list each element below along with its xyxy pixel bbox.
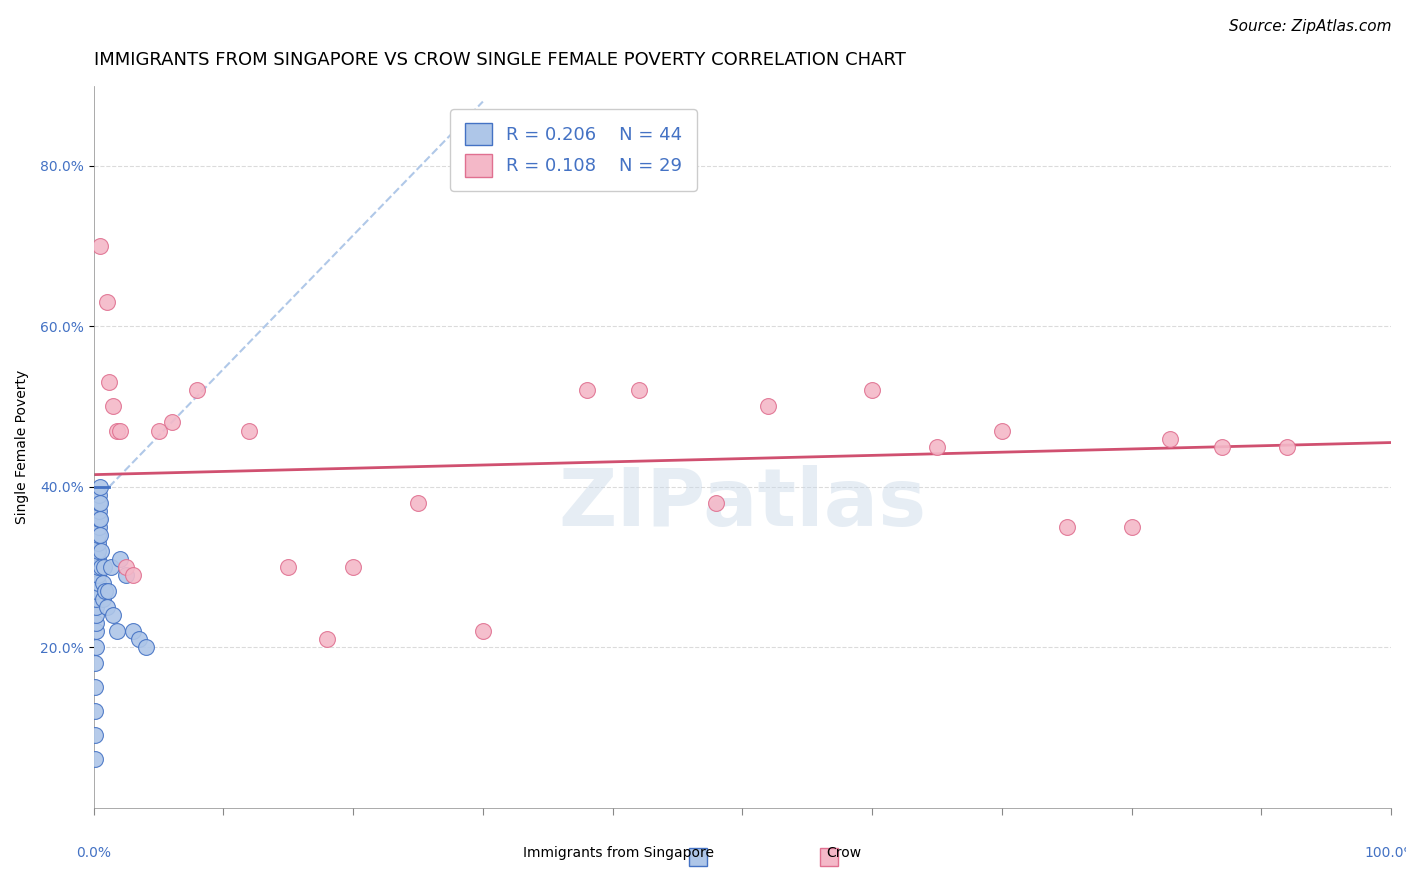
Point [84,680,107,694]
Text: Source: ZipAtlas.com: Source: ZipAtlas.com [1229,20,1392,34]
Point [86,528,108,542]
Point [105,424,128,438]
Point [86,576,108,591]
Point [115,560,138,574]
Point [101,400,124,414]
Text: Crow: Crow [827,846,862,860]
Point [128,632,150,647]
Point [84,592,107,607]
Point [1211,440,1233,454]
Point [121,624,143,639]
Point [991,424,1014,438]
Point [627,384,650,398]
Point [148,424,170,438]
Point [89,496,111,510]
Point [860,384,883,398]
Point [84,640,107,655]
Point [1277,440,1299,454]
Point [100,560,122,574]
Point [86,560,108,574]
Point [105,624,128,639]
Point [238,424,260,438]
Point [277,560,299,574]
Point [91,576,114,591]
Point [84,616,107,631]
Point [87,520,110,534]
Point [97,584,120,599]
Point [91,592,114,607]
Point [87,504,110,518]
Point [86,544,108,558]
Point [89,239,111,253]
Point [108,552,131,566]
Point [84,752,107,766]
Point [84,728,107,742]
Point [756,400,779,414]
Point [90,544,112,558]
Point [115,568,138,582]
Point [90,560,112,574]
Point [94,584,117,599]
Point [108,424,131,438]
Point [575,384,598,398]
Point [1121,520,1143,534]
Point [86,552,108,566]
Point [101,608,124,623]
Point [84,704,107,718]
Point [706,496,728,510]
Point [186,384,208,398]
Point [87,512,110,526]
Point [1159,432,1181,446]
Text: ZIPatlas: ZIPatlas [558,466,927,543]
Point [96,600,118,615]
Point [84,584,107,599]
Point [86,568,108,582]
Point [316,632,339,647]
Point [89,528,111,542]
Point [84,600,107,615]
Point [135,640,157,655]
Point [98,376,121,390]
Point [86,536,108,550]
Text: 100.0%: 100.0% [1365,846,1406,860]
Point [342,560,364,574]
Point [87,496,110,510]
Legend: R = 0.206    N = 44, R = 0.108    N = 29: R = 0.206 N = 44, R = 0.108 N = 29 [450,109,697,191]
Point [925,440,948,454]
Point [89,512,111,526]
Point [84,656,107,670]
Point [1056,520,1078,534]
Point [160,416,183,430]
Point [84,608,107,623]
Point [84,624,107,639]
Point [406,496,429,510]
Point [89,480,111,494]
Text: Immigrants from Singapore: Immigrants from Singapore [523,846,714,860]
Point [93,560,115,574]
Point [87,488,110,502]
Point [121,568,143,582]
Y-axis label: Single Female Poverty: Single Female Poverty [15,369,30,524]
Text: 0.0%: 0.0% [76,846,111,860]
Point [471,624,494,639]
Text: IMMIGRANTS FROM SINGAPORE VS CROW SINGLE FEMALE POVERTY CORRELATION CHART: IMMIGRANTS FROM SINGAPORE VS CROW SINGLE… [94,51,905,69]
Point [96,295,118,310]
